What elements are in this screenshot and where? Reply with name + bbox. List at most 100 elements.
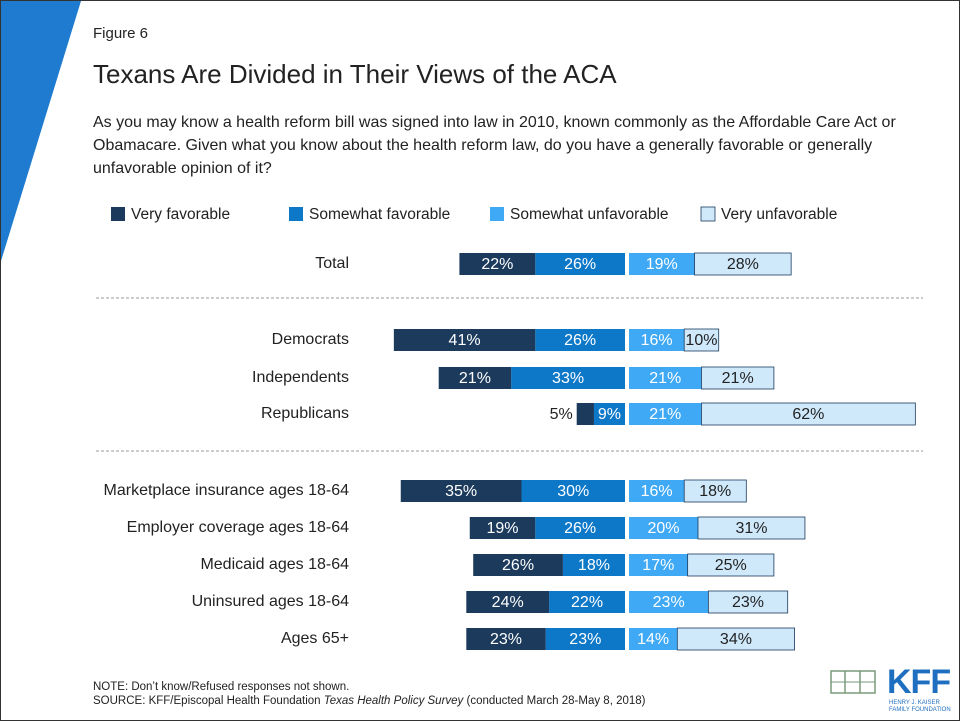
kff-logo: KFF (887, 663, 951, 701)
category-label: Republicans (261, 405, 349, 422)
category-label: Total (315, 255, 349, 272)
figure-label: Figure 6 (93, 25, 149, 42)
ehf-logo (830, 670, 876, 694)
bar-segment (629, 367, 702, 389)
value-label: 10% (685, 332, 717, 349)
category-label: Employer coverage ages 18-64 (127, 519, 349, 536)
bar-segment (459, 253, 536, 275)
legend-label: Very unfavorable (721, 206, 837, 223)
category-label: Uninsured ages 18-64 (192, 593, 350, 610)
value-label: 17% (642, 557, 674, 574)
value-label: 24% (492, 594, 524, 611)
logo-line: FAMILY FOUNDATION (889, 707, 951, 713)
bar-segment (562, 554, 625, 576)
value-label: 9% (598, 406, 621, 423)
logo-line: HENRY J. KAISER (889, 700, 940, 706)
bar-segment (629, 403, 702, 425)
value-label: 26% (564, 332, 596, 349)
bar-segment (701, 402, 916, 426)
bar-segment (511, 367, 625, 389)
bar-segment (593, 403, 625, 425)
legend-label: Somewhat unfavorable (510, 206, 669, 223)
source-suffix: (conducted March 28-May 8, 2018) (466, 695, 646, 707)
value-label: 41% (449, 332, 481, 349)
note: NOTE: Don’t know/Refused responses not s… (93, 681, 350, 693)
source-italic: Texas Health Policy Survey (323, 695, 464, 707)
bar-segment (683, 479, 747, 503)
value-label: 22% (571, 594, 603, 611)
value-label: 21% (649, 406, 681, 423)
legend-label: Very favorable (131, 206, 230, 223)
value-label: 21% (649, 370, 681, 387)
value-label: 33% (552, 370, 584, 387)
bar-segment (701, 366, 775, 390)
bar-segment (629, 480, 685, 502)
bar-segment (400, 480, 522, 502)
value-label: 23% (732, 594, 764, 611)
bar-segment (576, 403, 594, 425)
value-label: 26% (564, 520, 596, 537)
legend-swatch (490, 207, 504, 221)
value-label: 23% (490, 631, 522, 648)
source-prefix: SOURCE: KFF/Episcopal Health Foundation (93, 695, 321, 707)
value-label: 30% (557, 483, 589, 500)
value-label: 16% (641, 332, 673, 349)
value-label: 23% (653, 594, 685, 611)
value-label: 34% (720, 631, 752, 648)
bar-segment (545, 628, 625, 650)
bar-segment (549, 591, 625, 613)
value-label: 22% (481, 256, 513, 273)
value-label: 31% (735, 520, 767, 537)
chart-title: Texans Are Divided in Their Views of the… (93, 59, 617, 89)
value-label: 16% (641, 483, 673, 500)
bar-segment (697, 516, 806, 540)
category-label: Democrats (272, 331, 349, 348)
legend-label: Somewhat favorable (309, 206, 450, 223)
bar-segment (535, 329, 625, 351)
corner-triangle (1, 1, 81, 261)
value-label: 26% (564, 256, 596, 273)
category-label: Medicaid ages 18-64 (200, 556, 349, 573)
legend-swatch (700, 206, 716, 222)
bar-segment (393, 329, 536, 351)
value-label: 23% (569, 631, 601, 648)
value-label: 18% (578, 557, 610, 574)
bar-segment (535, 253, 625, 275)
value-label: 19% (487, 520, 519, 537)
value-label: 62% (792, 406, 824, 423)
kff-logo-text: HENRY J. KAISER FAMILY FOUNDATION (889, 700, 951, 714)
source: SOURCE: KFF/Episcopal Health Foundation … (93, 694, 646, 708)
value-label: 14% (637, 631, 669, 648)
value-label: 28% (727, 256, 759, 273)
value-label: 26% (502, 557, 534, 574)
bar-segment (629, 554, 688, 576)
bar-segment (629, 628, 678, 650)
category-label: Ages 65+ (281, 630, 349, 647)
legend-swatch (111, 207, 125, 221)
value-label: 19% (646, 256, 678, 273)
value-label: 21% (459, 370, 491, 387)
value-label: 18% (699, 483, 731, 500)
bar-segment (694, 252, 792, 276)
value-label: 25% (715, 557, 747, 574)
category-label: Marketplace insurance ages 18-64 (104, 482, 350, 499)
bar-segment (466, 591, 550, 613)
bar-segment (521, 480, 625, 502)
bar-segment (707, 590, 789, 614)
legend-swatch (289, 207, 303, 221)
value-label: 5% (550, 406, 573, 423)
bar-segment (629, 517, 698, 539)
bar-segment (473, 554, 563, 576)
value-label: 20% (647, 520, 679, 537)
footnote: NOTE: Don’t know/Refused responses not s… (93, 680, 646, 708)
bar-segment (676, 627, 795, 651)
bar-segment (629, 253, 695, 275)
bar-segment (535, 517, 625, 539)
category-label: Independents (252, 369, 349, 386)
value-label: 21% (722, 370, 754, 387)
bar-segment (466, 628, 546, 650)
bar-segment (683, 328, 720, 352)
bar-segment (629, 591, 709, 613)
